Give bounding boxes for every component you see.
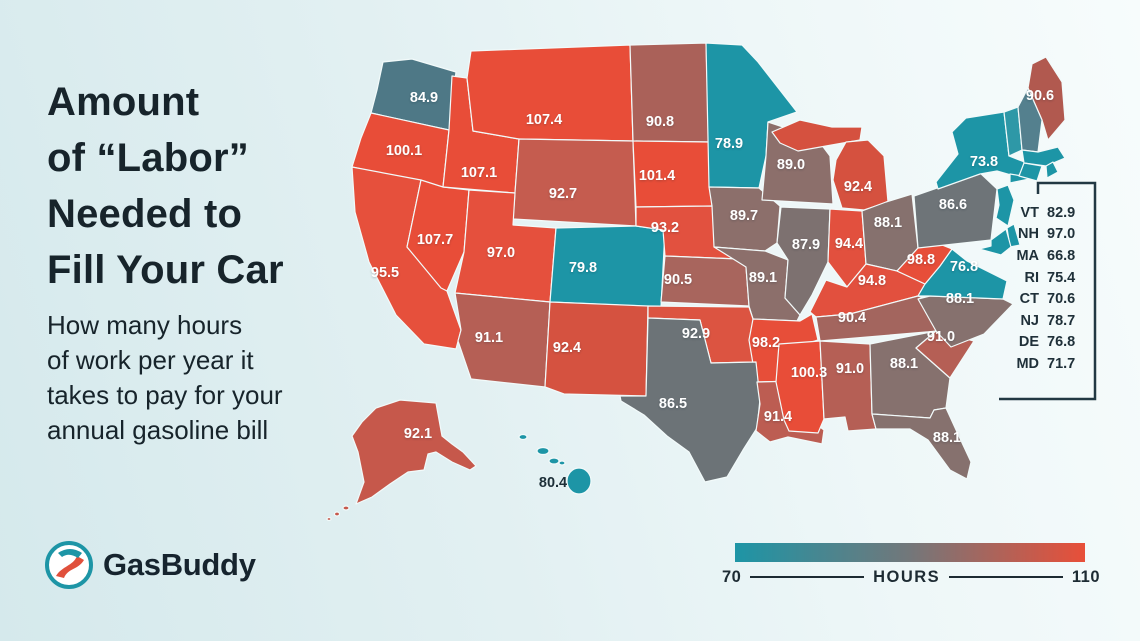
state-ri bbox=[1045, 161, 1059, 179]
state-ak bbox=[326, 399, 477, 522]
panel-state-value: 78.7 bbox=[1047, 312, 1076, 329]
panel-state-value: 82.9 bbox=[1047, 204, 1076, 221]
state-value-label-ut: 97.0 bbox=[487, 245, 515, 261]
state-value-label-oh: 88.1 bbox=[874, 215, 902, 231]
panel-state-code: NJ bbox=[1020, 312, 1039, 329]
state-value-label-hi: 80.4 bbox=[539, 475, 567, 491]
state-value-label-tn: 90.4 bbox=[838, 310, 866, 326]
logo-road bbox=[56, 556, 84, 578]
state-value-label-ok: 92.9 bbox=[682, 326, 710, 342]
panel-state-code: VT bbox=[1020, 204, 1039, 221]
gasbuddy-wordmark: GasBuddy bbox=[103, 547, 256, 582]
state-me bbox=[1027, 56, 1066, 141]
state-value-label-ky: 94.8 bbox=[858, 273, 886, 289]
legend-min-label: 70 bbox=[722, 567, 742, 586]
state-value-label-tx: 86.5 bbox=[659, 396, 687, 412]
panel-row-ma: MA 66.8 bbox=[1003, 245, 1093, 267]
panel-state-value: 70.6 bbox=[1047, 291, 1076, 308]
page-subtitle: How many hours of work per year it takes… bbox=[47, 310, 283, 445]
state-value-label-or: 100.1 bbox=[386, 143, 422, 159]
state-value-label-ca: 95.5 bbox=[371, 265, 399, 281]
panel-state-value: 71.7 bbox=[1047, 355, 1076, 372]
state-value-label-ne: 93.2 bbox=[651, 220, 679, 236]
state-value-label-va: 76.8 bbox=[950, 259, 978, 275]
panel-state-code: DE bbox=[1018, 334, 1039, 351]
state-value-label-nc: 88.1 bbox=[946, 291, 974, 307]
panel-row-nj: NJ 78.7 bbox=[1003, 310, 1093, 332]
state-ct bbox=[1018, 162, 1043, 182]
legend-unit-label: HOURS bbox=[873, 567, 941, 586]
state-value-label-in: 94.4 bbox=[835, 236, 863, 252]
state-value-label-mo: 89.1 bbox=[749, 270, 777, 286]
state-nm bbox=[544, 301, 649, 397]
panel-row-de: DE 76.8 bbox=[1003, 332, 1093, 354]
panel-state-code: MA bbox=[1016, 247, 1039, 264]
gasbuddy-logo-icon bbox=[45, 541, 93, 589]
state-value-label-me: 90.6 bbox=[1026, 88, 1054, 104]
state-mo bbox=[713, 246, 801, 322]
panel-row-vt: VT 82.9 bbox=[1003, 202, 1093, 224]
page-title: Amount of “Labor” Needed to Fill Your Ca… bbox=[47, 80, 284, 292]
state-fl bbox=[871, 407, 972, 480]
state-value-label-ga: 88.1 bbox=[890, 356, 918, 372]
panel-row-ri: RI 75.4 bbox=[1003, 267, 1093, 289]
state-value-label-ks: 90.5 bbox=[664, 272, 692, 288]
state-al bbox=[819, 340, 877, 432]
state-tx bbox=[619, 317, 761, 483]
state-nh bbox=[1017, 87, 1043, 153]
state-value-label-ms: 100.3 bbox=[791, 365, 827, 381]
state-value-label-wv: 98.8 bbox=[907, 252, 935, 268]
panel-row-ct: CT 70.6 bbox=[1003, 288, 1093, 310]
state-value-label-az: 91.1 bbox=[475, 330, 503, 346]
state-value-label-ia: 89.7 bbox=[730, 208, 758, 224]
state-value-label-ak: 92.1 bbox=[404, 426, 432, 442]
panel-state-value: 66.8 bbox=[1047, 247, 1076, 264]
state-value-label-al: 91.0 bbox=[836, 361, 864, 377]
legend-max-label: 110 bbox=[1071, 567, 1101, 586]
state-hi bbox=[518, 433, 592, 495]
state-value-label-mn: 78.9 bbox=[715, 136, 743, 152]
northeast-states-panel: VT 82.9 NH 97.0 MA 66.8 RI 75.4 CT 70.6 NJ 78.7 DE 76… bbox=[1003, 202, 1093, 375]
panel-row-nh: NH 97.0 bbox=[1003, 224, 1093, 246]
state-value-label-fl: 88.1 bbox=[933, 430, 961, 446]
state-value-label-pa: 86.6 bbox=[939, 197, 967, 213]
state-wy bbox=[512, 138, 637, 227]
state-value-label-co: 79.8 bbox=[569, 260, 597, 276]
state-value-label-wi: 89.0 bbox=[777, 157, 805, 173]
state-value-label-wy: 92.7 bbox=[549, 186, 577, 202]
state-value-label-nm: 92.4 bbox=[553, 340, 581, 356]
state-value-label-nd: 90.8 bbox=[646, 114, 674, 130]
state-value-label-mt: 107.4 bbox=[526, 112, 562, 128]
state-value-label-sc: 91.0 bbox=[927, 329, 955, 345]
state-value-label-nv: 107.7 bbox=[417, 232, 453, 248]
state-value-label-ar: 98.2 bbox=[752, 335, 780, 351]
panel-state-value: 76.8 bbox=[1047, 334, 1076, 351]
logo-swoosh bbox=[58, 549, 82, 558]
legend-rule-left bbox=[750, 576, 865, 578]
gasbuddy-logo: GasBuddy bbox=[44, 540, 256, 590]
panel-state-code: NH bbox=[1018, 226, 1039, 243]
legend-axis: 70 HOURS 110 bbox=[722, 566, 1100, 588]
state-value-label-id: 107.1 bbox=[461, 165, 497, 181]
state-value-label-la: 91.4 bbox=[764, 409, 792, 425]
state-value-label-wa: 84.9 bbox=[410, 90, 438, 106]
state-value-label-il: 87.9 bbox=[792, 237, 820, 253]
state-value-label-mi: 92.4 bbox=[844, 179, 872, 195]
panel-state-code: RI bbox=[1024, 269, 1040, 286]
state-value-label-sd: 101.4 bbox=[639, 168, 675, 184]
panel-state-value: 75.4 bbox=[1047, 269, 1076, 286]
state-co bbox=[549, 225, 666, 308]
state-value-label-ny: 73.8 bbox=[970, 154, 998, 170]
legend-gradient-bar bbox=[735, 543, 1085, 562]
legend-rule-right bbox=[949, 576, 1063, 578]
panel-state-value: 97.0 bbox=[1047, 226, 1076, 243]
panel-state-code: MD bbox=[1016, 355, 1039, 372]
panel-row-md: MD 71.7 bbox=[1003, 353, 1093, 375]
panel-state-code: CT bbox=[1019, 291, 1039, 308]
